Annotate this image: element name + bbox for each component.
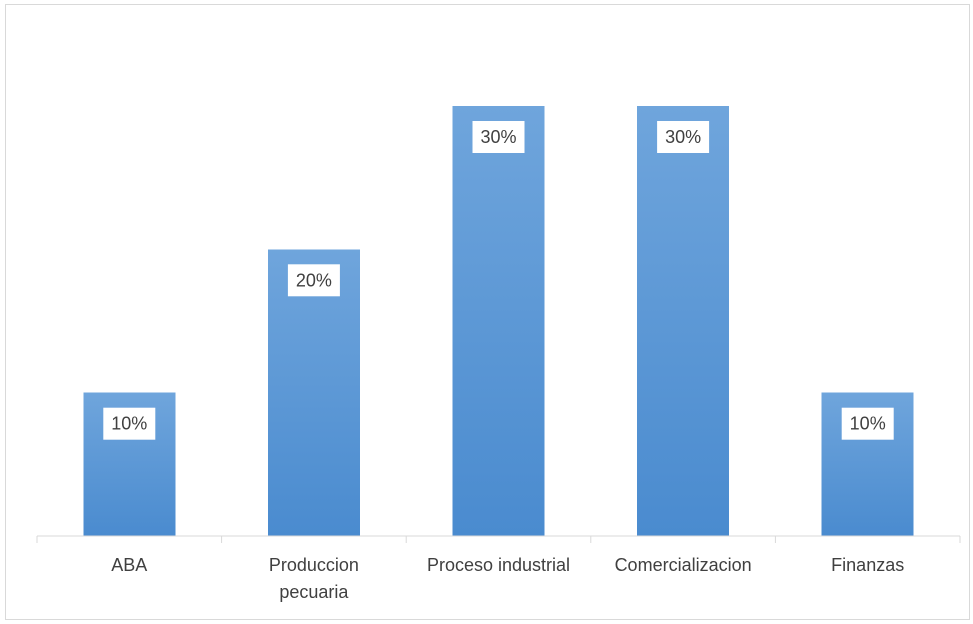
data-label: 10%	[850, 414, 886, 434]
data-label: 30%	[480, 127, 516, 147]
bar-3	[637, 106, 730, 536]
category-label: Produccion pecuaria	[269, 555, 359, 602]
bars-layer	[83, 106, 914, 537]
bar-1	[267, 249, 360, 537]
category-label: Finanzas	[831, 555, 904, 575]
x-axis-ticks	[36, 536, 961, 543]
data-label-box	[841, 407, 894, 440]
category-label: Comercializacion	[615, 555, 752, 575]
bar-2	[452, 106, 545, 536]
data-label-box	[472, 121, 525, 153]
data-label-box	[657, 121, 710, 153]
category-label: Proceso industrial	[427, 555, 570, 575]
category-labels-layer: ABA Produccion pecuaria Proceso industrial C…	[111, 555, 904, 602]
data-label-box	[103, 407, 156, 440]
data-label: 10%	[111, 414, 147, 434]
data-labels-layer: 10% 20% 30% 30% 10%	[103, 121, 894, 440]
data-label-box	[287, 264, 340, 297]
data-label: 30%	[665, 127, 701, 147]
category-label: ABA	[111, 555, 147, 575]
data-label: 20%	[296, 270, 332, 290]
